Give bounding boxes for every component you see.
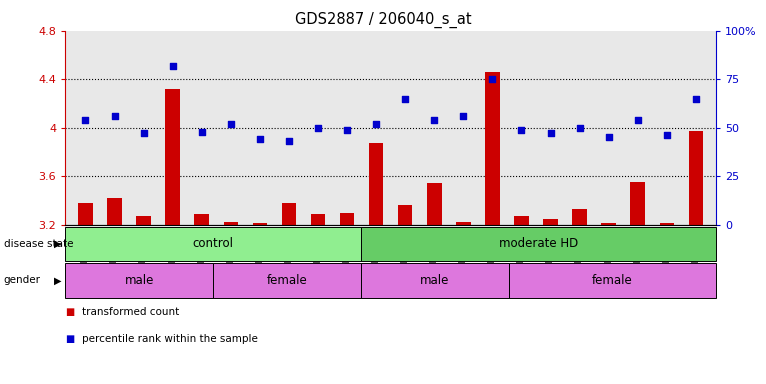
Bar [427, 184, 441, 225]
Point [80, 117, 92, 123]
Point [574, 124, 586, 131]
Point [109, 113, 121, 119]
Point [195, 129, 208, 135]
Text: disease state: disease state [4, 239, 74, 249]
Bar [253, 223, 267, 225]
Text: male: male [421, 274, 450, 287]
Text: ■: ■ [65, 334, 74, 344]
Bar [660, 223, 674, 225]
Bar [630, 182, 645, 225]
Bar [65, 227, 361, 261]
Bar [340, 212, 355, 225]
Bar [485, 72, 499, 225]
Text: moderate HD: moderate HD [499, 237, 578, 250]
Bar [369, 144, 384, 225]
Point [428, 117, 440, 123]
Text: transformed count: transformed count [82, 307, 179, 317]
Point [283, 138, 295, 144]
Bar [398, 205, 412, 225]
Bar [213, 263, 361, 298]
Point [486, 76, 499, 82]
Point [137, 131, 149, 137]
Bar [107, 198, 122, 225]
Text: female: female [267, 274, 307, 287]
Point [457, 113, 470, 119]
Text: male: male [124, 274, 154, 287]
Bar [514, 216, 529, 225]
Text: control: control [192, 237, 234, 250]
Text: ▶: ▶ [54, 239, 61, 249]
Bar [572, 209, 587, 225]
Text: female: female [592, 274, 633, 287]
Point [399, 96, 411, 102]
Text: GDS2887 / 206040_s_at: GDS2887 / 206040_s_at [295, 12, 471, 28]
Bar [543, 218, 558, 225]
Point [341, 127, 353, 133]
Point [312, 124, 324, 131]
Bar [311, 214, 326, 225]
Point [224, 121, 237, 127]
Bar [456, 222, 470, 225]
Bar [136, 216, 151, 225]
Bar [282, 203, 296, 225]
Point [603, 134, 615, 141]
Point [516, 127, 528, 133]
Bar [224, 222, 238, 225]
Bar [361, 227, 716, 261]
Bar [509, 263, 716, 298]
Bar [689, 131, 703, 225]
Text: gender: gender [4, 275, 41, 285]
Text: ■: ■ [65, 307, 74, 317]
Text: ▶: ▶ [54, 275, 61, 285]
Bar [195, 214, 209, 225]
Point [370, 121, 382, 127]
Text: percentile rank within the sample: percentile rank within the sample [82, 334, 258, 344]
Bar [65, 263, 213, 298]
Point [660, 132, 673, 139]
Bar [361, 263, 509, 298]
Point [632, 117, 644, 123]
Bar [165, 89, 180, 225]
Point [689, 96, 702, 102]
Point [166, 63, 178, 69]
Point [254, 136, 266, 142]
Bar [78, 203, 93, 225]
Point [545, 131, 557, 137]
Bar [601, 223, 616, 225]
